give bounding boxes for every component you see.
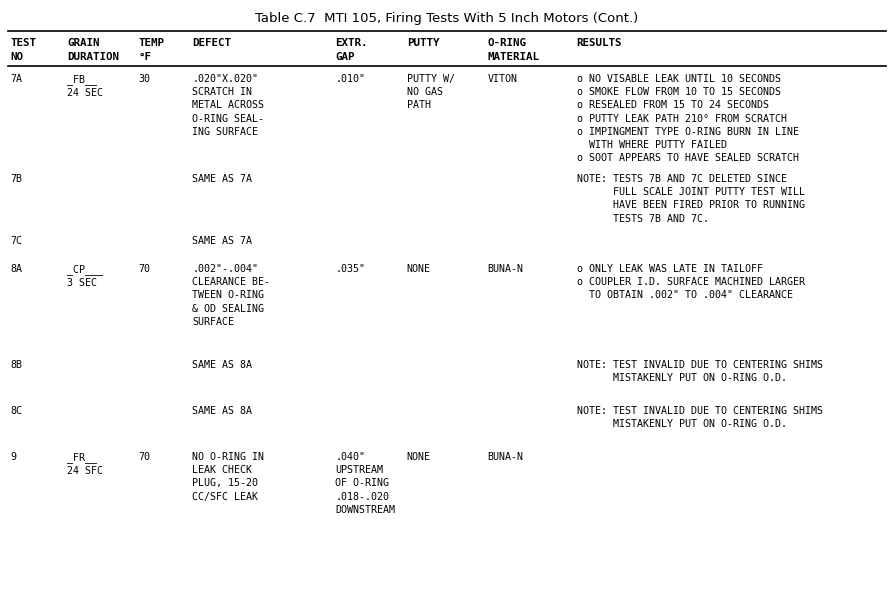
Text: BUNA-N: BUNA-N [487, 452, 523, 462]
Text: o ONLY LEAK WAS LATE IN TAILOFF
o COUPLER I.D. SURFACE MACHINED LARGER
  TO OBTA: o ONLY LEAK WAS LATE IN TAILOFF o COUPLE… [577, 264, 805, 301]
Text: PUTTY: PUTTY [407, 38, 439, 48]
Text: .035": .035" [335, 264, 366, 274]
Text: 8C: 8C [11, 406, 22, 416]
Text: o NO VISABLE LEAK UNTIL 10 SECONDS
o SMOKE FLOW FROM 10 TO 15 SECONDS
o RESEALED: o NO VISABLE LEAK UNTIL 10 SECONDS o SMO… [577, 74, 798, 163]
Text: SAME AS 8A: SAME AS 8A [192, 406, 252, 416]
Text: SAME AS 7A: SAME AS 7A [192, 174, 252, 184]
Text: 70: 70 [139, 452, 150, 462]
Text: .002"-.004"
CLEARANCE BE-
TWEEN O-RING
& OD SEALING
SURFACE: .002"-.004" CLEARANCE BE- TWEEN O-RING &… [192, 264, 270, 327]
Text: 7B: 7B [11, 174, 22, 184]
Text: .020"X.020"
SCRATCH IN
METAL ACROSS
O-RING SEAL-
ING SURFACE: .020"X.020" SCRATCH IN METAL ACROSS O-RI… [192, 74, 265, 137]
Text: NOTE: TESTS 7B AND 7C DELETED SINCE
      FULL SCALE JOINT PUTTY TEST WILL
     : NOTE: TESTS 7B AND 7C DELETED SINCE FULL… [577, 174, 805, 224]
Text: 7C: 7C [11, 236, 22, 246]
Text: GAP: GAP [335, 52, 355, 62]
Text: NONE: NONE [407, 264, 431, 274]
Text: NOTE: TEST INVALID DUE TO CENTERING SHIMS
      MISTAKENLY PUT ON O-RING O.D.: NOTE: TEST INVALID DUE TO CENTERING SHIM… [577, 360, 822, 383]
Text: 70: 70 [139, 264, 150, 274]
Text: NOTE: TEST INVALID DUE TO CENTERING SHIMS
      MISTAKENLY PUT ON O-RING O.D.: NOTE: TEST INVALID DUE TO CENTERING SHIM… [577, 406, 822, 429]
Text: MATERIAL: MATERIAL [487, 52, 539, 62]
Text: DEFECT: DEFECT [192, 38, 232, 48]
Text: NO: NO [11, 52, 24, 62]
Text: DURATION: DURATION [67, 52, 119, 62]
Text: GRAIN: GRAIN [67, 38, 99, 48]
Text: TEST: TEST [11, 38, 37, 48]
Text: 8B: 8B [11, 360, 22, 370]
Text: 30: 30 [139, 74, 150, 84]
Text: RESULTS: RESULTS [577, 38, 622, 48]
Text: SAME AS 7A: SAME AS 7A [192, 236, 252, 246]
Text: 9: 9 [11, 452, 17, 462]
Text: 8A: 8A [11, 264, 22, 274]
Text: EXTR.: EXTR. [335, 38, 367, 48]
Text: .040"
UPSTREAM
OF O-RING
.018-.020
DOWNSTREAM: .040" UPSTREAM OF O-RING .018-.020 DOWNS… [335, 452, 395, 515]
Text: PUTTY W/
NO GAS
PATH: PUTTY W/ NO GAS PATH [407, 74, 455, 110]
Text: _CP___
3 SEC: _CP___ 3 SEC [67, 264, 103, 288]
Text: O-RING: O-RING [487, 38, 527, 48]
Text: NO O-RING IN
LEAK CHECK
PLUG, 15-20
CC/SFC LEAK: NO O-RING IN LEAK CHECK PLUG, 15-20 CC/S… [192, 452, 265, 502]
Text: TEMP: TEMP [139, 38, 164, 48]
Text: VITON: VITON [487, 74, 518, 84]
Text: Table C.7  MTI 105, Firing Tests With 5 Inch Motors (Cont.): Table C.7 MTI 105, Firing Tests With 5 I… [256, 12, 638, 25]
Text: °F: °F [139, 52, 152, 62]
Text: BUNA-N: BUNA-N [487, 264, 523, 274]
Text: 7A: 7A [11, 74, 22, 84]
Text: SAME AS 8A: SAME AS 8A [192, 360, 252, 370]
Text: _FR__
24 SFC: _FR__ 24 SFC [67, 452, 103, 476]
Text: NONE: NONE [407, 452, 431, 462]
Text: .010": .010" [335, 74, 366, 84]
Text: _FB__
24 SEC: _FB__ 24 SEC [67, 74, 103, 98]
